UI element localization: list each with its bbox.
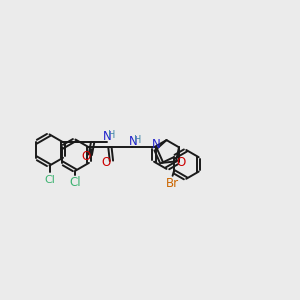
Text: N: N — [103, 130, 111, 143]
Text: Cl: Cl — [70, 176, 81, 189]
Text: N: N — [152, 138, 160, 151]
Text: O: O — [102, 156, 111, 169]
Text: O: O — [176, 156, 186, 170]
Text: O: O — [81, 150, 90, 163]
Text: H: H — [134, 135, 141, 145]
Text: N: N — [129, 135, 137, 148]
Text: Cl: Cl — [44, 175, 55, 184]
Text: Br: Br — [166, 177, 179, 190]
Text: H: H — [108, 130, 115, 140]
